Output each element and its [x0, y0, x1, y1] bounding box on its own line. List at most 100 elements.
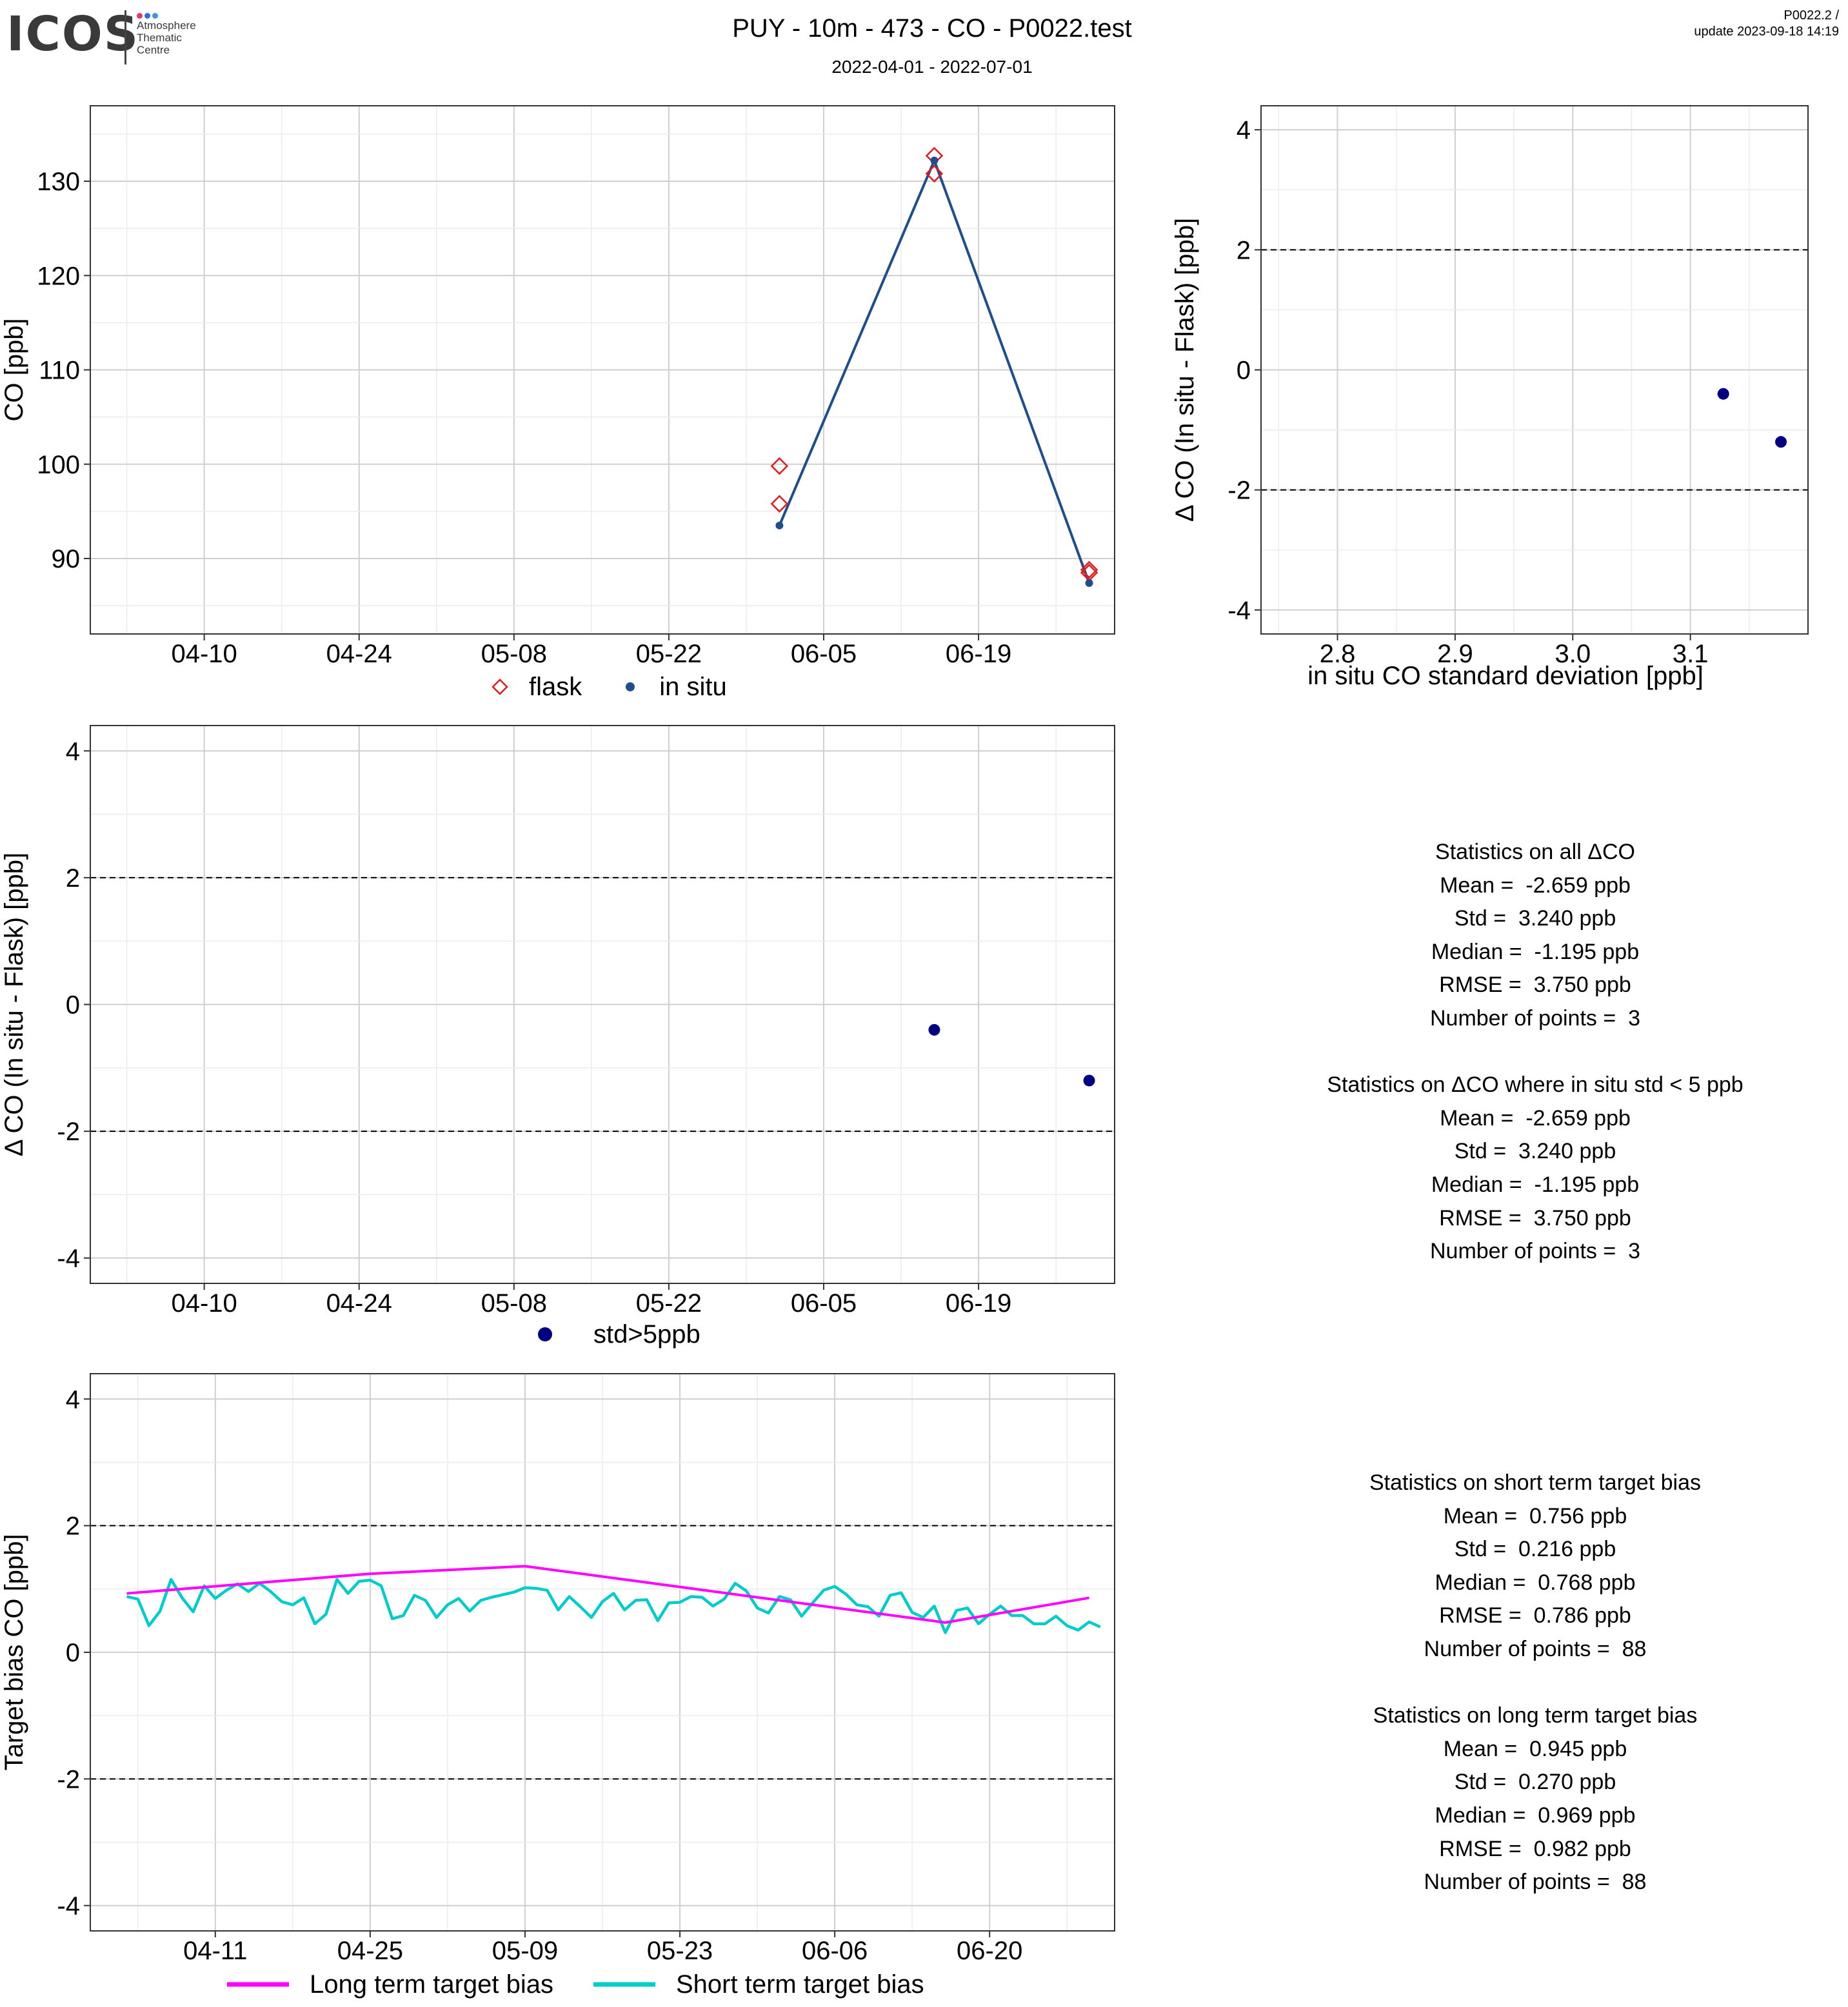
stats-line: Number of points = 3: [1429, 1239, 1640, 1264]
delta-statistics: Statistics on all ΔCO Mean = -2.659 ppb …: [1226, 836, 1845, 1269]
x-tick-label: 04-11: [183, 1937, 247, 1965]
legend-item-long-term: Long term target bias: [226, 1970, 553, 1999]
stats-line: Mean = -2.659 ppb: [1440, 873, 1631, 898]
long-term-bias-line: [126, 1565, 1089, 1624]
x-tick-label: 04-10: [171, 1289, 237, 1318]
legend-item-short-term: Short term target bias: [592, 1970, 924, 1999]
y-axis-title: CO [ppb]: [0, 318, 28, 421]
y-tick-label: 0: [66, 991, 80, 1020]
x-tick-label: 04-10: [171, 640, 237, 668]
y-tick-label: 0: [66, 1639, 80, 1667]
stats-heading: Statistics on ΔCO where in situ std < 5 …: [1327, 1073, 1744, 1098]
plot-border: [1260, 105, 1809, 635]
y-axis-title: Δ CO (In situ - Flask) [ppb]: [1171, 218, 1199, 522]
y-tick-label: -4: [57, 1892, 80, 1921]
delta-point: [928, 1023, 940, 1036]
x-tick-label: 06-05: [791, 1289, 857, 1318]
x-tick-label: 06-20: [957, 1937, 1022, 1965]
y-tick-label: -4: [1227, 597, 1251, 625]
stats-heading: Statistics on all ΔCO: [1435, 840, 1635, 864]
x-tick-label: 04-24: [326, 640, 392, 668]
x-tick-label: 2.9: [1437, 640, 1473, 668]
x-tick-label: 06-05: [791, 640, 857, 668]
y-tick-label: 130: [37, 168, 80, 196]
stats-line: Std = 3.240 ppb: [1454, 906, 1616, 931]
insitu-dot-icon: [626, 682, 635, 691]
legend-label-long-term: Long term target bias: [310, 1970, 553, 1999]
legend-label-flask: flask: [529, 672, 582, 701]
date-range: 2022-04-01 - 2022-07-01: [831, 57, 1033, 77]
y-tick-label: 4: [1237, 116, 1251, 144]
report-header: ICOS Atmosphere Thematic Centre PUY - 10…: [0, 0, 1848, 97]
stats-line: Median = 0.768 ppb: [1435, 1570, 1636, 1595]
stats-line: Std = 0.270 ppb: [1454, 1770, 1616, 1795]
legend-item-std: std>5ppb: [535, 1320, 700, 1349]
x-tick-label: 05-09: [492, 1937, 558, 1965]
logo-subtitle: Atmosphere Thematic Centre: [137, 19, 214, 56]
long-term-line-icon: [227, 1982, 289, 1987]
version-info: P0022.2 / update 2023-09-18 14:19: [1694, 8, 1839, 40]
plot-border: [90, 105, 1115, 635]
stats-spacer: [1226, 1666, 1845, 1700]
x-tick-label: 3.1: [1673, 640, 1709, 668]
y-tick-label: 2: [1237, 236, 1251, 264]
x-tick-label: 05-08: [481, 1289, 547, 1318]
x-tick-label: 04-24: [326, 1289, 392, 1318]
short-term-line-icon: [593, 1982, 655, 1987]
x-tick-label: 04-25: [337, 1937, 403, 1965]
stats-line: Mean = -2.659 ppb: [1440, 1105, 1631, 1131]
legend-item-flask: flask: [490, 673, 582, 702]
page-title: PUY - 10m - 473 - CO - P0022.test: [732, 14, 1132, 43]
logo-dot-lightblue: [152, 13, 158, 19]
flask-point: [925, 164, 944, 183]
flask-diamond-icon: [492, 678, 508, 695]
x-tick-label: 05-22: [636, 1289, 702, 1318]
stats-line: RMSE = 0.982 ppb: [1439, 1836, 1631, 1861]
y-tick-label: 4: [66, 1385, 80, 1414]
insitu-point: [775, 521, 784, 529]
x-tick-label: 3.0: [1555, 640, 1591, 668]
y-tick-label: -2: [57, 1765, 80, 1794]
legend-label-short-term: Short term target bias: [676, 1970, 924, 1999]
y-tick-label: -2: [1227, 477, 1251, 505]
legend-item-insitu: in situ: [621, 673, 727, 702]
icos-logo: ICOS: [6, 6, 140, 62]
co-timeseries-chart: 04-10 04-24 05-08 05-22 06-05 06-19 90 100 110 12…: [0, 105, 1115, 668]
bias-legend: Long term target bias Short term target …: [226, 1968, 963, 2001]
stats-line: Mean = 0.945 ppb: [1443, 1736, 1627, 1761]
stats-heading: Statistics on long term target bias: [1373, 1703, 1698, 1728]
stats-line: Number of points = 88: [1424, 1870, 1647, 1895]
stats-line: Std = 0.216 ppb: [1454, 1537, 1616, 1562]
update-timestamp: update 2023-09-18 14:19: [1694, 25, 1839, 39]
stats-spacer: [1226, 1036, 1845, 1069]
stats-line: Number of points = 88: [1424, 1636, 1647, 1661]
plot-border: [90, 725, 1115, 1284]
logo-dot-red: [137, 13, 143, 19]
stats-line: Median = -1.195 ppb: [1431, 939, 1640, 964]
version-label: P0022.2 /: [1783, 8, 1839, 23]
x-tick-label: 05-08: [481, 640, 547, 668]
legend-label-std: std>5ppb: [593, 1320, 700, 1349]
logo-line-3: Centre: [137, 44, 170, 56]
delta-point: [1717, 388, 1729, 400]
x-tick-label: 06-06: [802, 1937, 868, 1965]
insitu-point: [930, 156, 939, 164]
x-tick-label: 2.8: [1320, 640, 1356, 668]
logo-dot-blue: [144, 13, 150, 19]
flask-point: [770, 495, 789, 513]
logo-divider: [124, 10, 126, 64]
y-axis-title: Δ CO (In situ - Flask) [ppb]: [0, 853, 28, 1156]
short-term-bias-line: [126, 1577, 1101, 1634]
y-tick-label: 0: [1237, 357, 1251, 385]
x-tick-label: 05-23: [647, 1937, 713, 1965]
stats-line: RMSE = 0.786 ppb: [1439, 1603, 1631, 1628]
y-tick-label: 120: [37, 262, 80, 290]
stats-line: Mean = 0.756 ppb: [1443, 1503, 1627, 1528]
delta-point: [1083, 1074, 1095, 1087]
stats-line: Number of points = 3: [1429, 1005, 1640, 1031]
flask-point: [1080, 560, 1098, 579]
x-axis-title: in situ CO standard deviation [ppb]: [1307, 662, 1704, 690]
logo-line-1: Atmosphere: [137, 19, 196, 32]
std-dot-icon: [538, 1327, 552, 1341]
y-axis-title: Target bias CO [ppb]: [0, 1534, 28, 1771]
